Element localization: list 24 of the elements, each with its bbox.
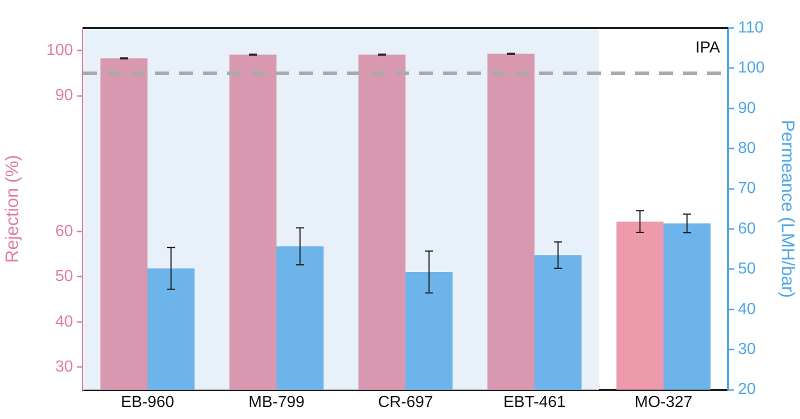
y2-tick-label: 20 [738, 381, 756, 398]
y-tick-label: 60 [55, 222, 74, 240]
y2-axis-title: Permeance (LMH/bar) [778, 120, 798, 298]
y2-tick-label: 90 [738, 100, 756, 117]
y2-tick-label: 100 [738, 60, 765, 77]
y2-tick-label: 80 [738, 140, 756, 158]
y-tick-label: 100 [46, 42, 74, 60]
y-tick-label: 90 [55, 87, 74, 104]
annotation: IPA [695, 39, 720, 56]
y2-tick-label: 60 [738, 220, 756, 238]
y2-tick-label: 40 [738, 300, 756, 318]
y2-tick-label: 110 [738, 19, 764, 36]
x-tick-label: MO-327 [634, 394, 692, 411]
x-tick-label: MB-799 [248, 394, 305, 411]
y-tick-label: 40 [55, 313, 74, 330]
y-tick-label: 30 [55, 358, 74, 376]
x-tick-label: EBT-461 [503, 394, 566, 411]
y2-tick-label: 70 [738, 180, 756, 198]
x-tick-label: EB-960 [120, 394, 174, 411]
x-tick-label: CR-697 [378, 394, 434, 411]
y2-tick-label: 50 [738, 260, 756, 278]
y2-tick-label: 30 [738, 341, 756, 358]
y-tick-label: 50 [55, 268, 74, 286]
y-axis-title: Rejection (%) [2, 154, 22, 263]
